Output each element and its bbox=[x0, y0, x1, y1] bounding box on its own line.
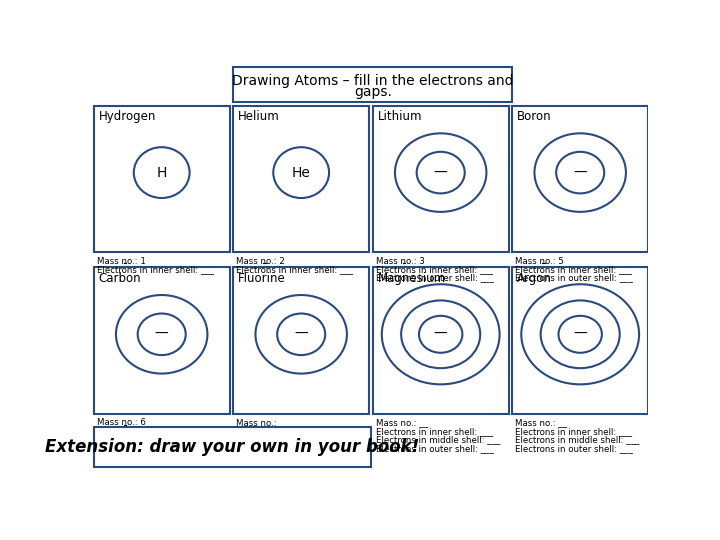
Ellipse shape bbox=[138, 314, 186, 355]
Text: Magnesium: Magnesium bbox=[377, 272, 446, 285]
Text: Helium: Helium bbox=[238, 110, 280, 123]
Ellipse shape bbox=[134, 147, 189, 198]
Text: Carbon: Carbon bbox=[99, 272, 141, 285]
Ellipse shape bbox=[417, 152, 464, 193]
FancyBboxPatch shape bbox=[513, 106, 648, 252]
Text: Mass no.: 5: Mass no.: 5 bbox=[516, 256, 564, 266]
Ellipse shape bbox=[419, 316, 462, 353]
Text: Electrons in inner shell: ___: Electrons in inner shell: ___ bbox=[97, 427, 214, 436]
Text: Electrons in inner shell: ___: Electrons in inner shell: ___ bbox=[376, 427, 493, 436]
FancyBboxPatch shape bbox=[94, 267, 230, 414]
Text: Electrons in inner shell: ___: Electrons in inner shell: ___ bbox=[97, 265, 214, 274]
Ellipse shape bbox=[382, 284, 500, 384]
Text: Electrons in outer shell: ___: Electrons in outer shell: ___ bbox=[516, 273, 634, 282]
Text: He: He bbox=[292, 166, 310, 180]
FancyBboxPatch shape bbox=[233, 267, 369, 414]
Text: Fluorine: Fluorine bbox=[238, 272, 286, 285]
Text: Electrons in inner shell: ___: Electrons in inner shell: ___ bbox=[516, 427, 633, 436]
FancyBboxPatch shape bbox=[373, 267, 508, 414]
FancyBboxPatch shape bbox=[513, 267, 648, 414]
Text: Electrons in outer shell: ___: Electrons in outer shell: ___ bbox=[516, 444, 634, 453]
Text: Electrons in outer shell: ___: Electrons in outer shell: ___ bbox=[376, 273, 494, 282]
Text: Electrons in middle shell: ___: Electrons in middle shell: ___ bbox=[516, 435, 640, 444]
FancyBboxPatch shape bbox=[94, 106, 230, 252]
Text: Mass no.: 2: Mass no.: 2 bbox=[236, 256, 285, 266]
Text: Mass no.: 3: Mass no.: 3 bbox=[376, 256, 425, 266]
Text: Mass no.: __: Mass no.: __ bbox=[516, 418, 567, 427]
Text: Electrons in outer shell: ___: Electrons in outer shell: ___ bbox=[236, 435, 354, 444]
Ellipse shape bbox=[556, 152, 604, 193]
Ellipse shape bbox=[395, 133, 487, 212]
FancyBboxPatch shape bbox=[94, 427, 372, 467]
Text: gaps.: gaps. bbox=[354, 85, 392, 99]
Text: Extension: draw your own in your book!: Extension: draw your own in your book! bbox=[45, 438, 420, 456]
Text: Mass no.: 6: Mass no.: 6 bbox=[97, 418, 146, 427]
Text: —: — bbox=[573, 166, 587, 180]
Ellipse shape bbox=[534, 133, 626, 212]
Ellipse shape bbox=[401, 300, 480, 368]
Text: Mass no.: 1: Mass no.: 1 bbox=[97, 256, 146, 266]
Text: Mass no.: __: Mass no.: __ bbox=[376, 418, 428, 427]
Text: Argon: Argon bbox=[517, 272, 552, 285]
Text: —: — bbox=[434, 166, 448, 180]
Ellipse shape bbox=[256, 295, 347, 374]
Ellipse shape bbox=[116, 295, 207, 374]
Ellipse shape bbox=[521, 284, 639, 384]
Text: —: — bbox=[294, 327, 308, 341]
Text: Electrons in inner shell: ___: Electrons in inner shell: ___ bbox=[376, 265, 493, 274]
FancyBboxPatch shape bbox=[373, 106, 508, 252]
Text: Boron: Boron bbox=[517, 110, 552, 123]
FancyBboxPatch shape bbox=[233, 106, 369, 252]
Text: Electrons in outer shell: ___: Electrons in outer shell: ___ bbox=[376, 444, 494, 453]
Text: Electrons in outer shell: ___: Electrons in outer shell: ___ bbox=[97, 435, 215, 444]
Ellipse shape bbox=[277, 314, 325, 355]
Text: Electrons in inner shell: ___: Electrons in inner shell: ___ bbox=[236, 265, 354, 274]
Text: Electrons in middle shell: ___: Electrons in middle shell: ___ bbox=[376, 435, 500, 444]
Ellipse shape bbox=[274, 147, 329, 198]
Text: Lithium: Lithium bbox=[377, 110, 422, 123]
Text: —: — bbox=[573, 327, 587, 341]
FancyBboxPatch shape bbox=[233, 67, 513, 102]
Text: Mass no.: __: Mass no.: __ bbox=[236, 418, 289, 427]
Text: Electrons in inner shell: ___: Electrons in inner shell: ___ bbox=[516, 265, 633, 274]
Text: Drawing Atoms – fill in the electrons and: Drawing Atoms – fill in the electrons an… bbox=[232, 75, 513, 89]
Text: Hydrogen: Hydrogen bbox=[99, 110, 156, 123]
Ellipse shape bbox=[559, 316, 602, 353]
Text: —: — bbox=[434, 327, 448, 341]
Ellipse shape bbox=[541, 300, 620, 368]
Text: —: — bbox=[155, 327, 168, 341]
Text: H: H bbox=[156, 166, 167, 180]
Text: Electrons in inner shell: ___: Electrons in inner shell: ___ bbox=[236, 427, 354, 436]
